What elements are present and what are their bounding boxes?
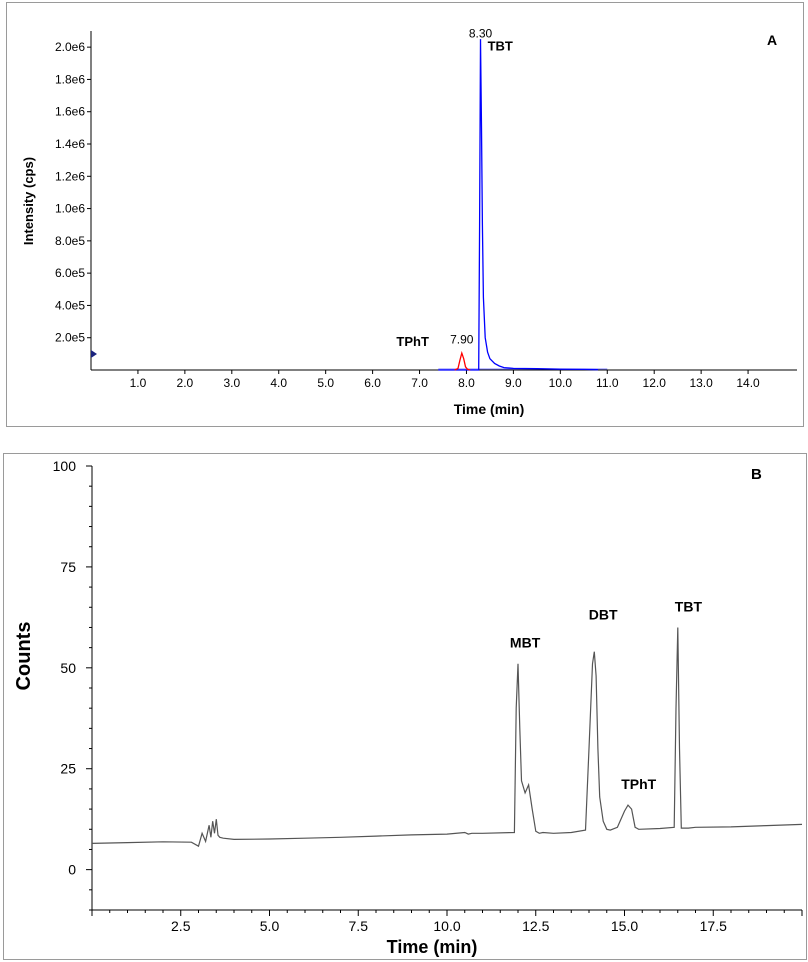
y-tick-label-a: 6.0e5 (55, 266, 85, 280)
y-tick-label-a: 1.4e6 (55, 137, 85, 151)
x-tick-label-a: 10.0 (549, 376, 573, 390)
x-tick-label-b: 12.5 (522, 918, 549, 934)
y-tick-label-a: 4.0e5 (55, 298, 85, 312)
peak-label-a: TBT (488, 38, 513, 53)
chart-b-svg: 2.5 5.0 7.5 10.0 12.5 15.0 17.5 0 25 50 75 100 MBT D… (13, 458, 803, 957)
peak-label-b: TPhT (621, 776, 656, 792)
series-line-a-1 (454, 350, 471, 371)
y-axis-title-a: Intensity (cps) (21, 157, 36, 245)
y-tick-label-b: 50 (60, 660, 76, 676)
x-tick-label-b: 7.5 (349, 918, 369, 934)
x-axis-title-b: Time (min) (387, 937, 478, 957)
x-tick-label-a: 14.0 (736, 376, 760, 390)
x-tick-label-b: 17.5 (700, 918, 727, 934)
x-tick-label-b: 5.0 (260, 918, 280, 934)
y-tick-label-a: 1.8e6 (55, 72, 85, 86)
x-tick-label-a: 6.0 (364, 376, 381, 390)
series-line-b-0 (91, 627, 803, 848)
y-tick-label-a: 8.0e5 (55, 234, 85, 248)
y-tick-label-b: 0 (68, 862, 76, 878)
y-tick-label-a: 2.0e6 (55, 40, 85, 54)
ticks-a: 1.0 2.0 3.0 4.0 5.0 6.0 7.0 8.0 9.0 10.0 11.0 12.0 1… (55, 40, 760, 390)
peak-label-b: TBT (675, 598, 703, 614)
peak-label-a: 7.90 (450, 332, 474, 346)
chart-panel-a: 1.0 2.0 3.0 4.0 5.0 6.0 7.0 8.0 9.0 10.0 11.0 12.0 1… (6, 2, 804, 427)
y-tick-label-a: 1.2e6 (55, 169, 85, 183)
x-tick-label-b: 2.5 (171, 918, 191, 934)
annotations-b: MBT DBT TBT TPhT (510, 598, 703, 792)
plot-area-b (91, 627, 803, 848)
panel-label-b: B (751, 466, 762, 483)
chart-panel-b: 2.5 5.0 7.5 10.0 12.5 15.0 17.5 0 25 50 75 100 MBT D… (3, 453, 807, 960)
x-tick-label-b: 15.0 (611, 918, 638, 934)
plot-area-a (438, 39, 608, 371)
x-tick-label-a: 5.0 (317, 376, 334, 390)
peak-label-a: TPhT (396, 334, 429, 349)
chart-a-svg: 1.0 2.0 3.0 4.0 5.0 6.0 7.0 8.0 9.0 10.0 11.0 12.0 1… (21, 26, 797, 417)
x-tick-label-b: 10.0 (433, 918, 460, 934)
y-tick-label-a: 2.0e5 (55, 331, 85, 345)
x-tick-label-a: 4.0 (270, 376, 287, 390)
y-tick-label-b: 25 (60, 761, 76, 777)
x-tick-label-a: 9.0 (505, 376, 522, 390)
peak-label-b: DBT (589, 606, 618, 622)
x-axis-title-a: Time (min) (454, 401, 525, 417)
ticks-b: 2.5 5.0 7.5 10.0 12.5 15.0 17.5 0 25 50 75 100 (53, 458, 803, 934)
y-tick-label-b: 100 (53, 458, 77, 474)
y-tick-label-a: 1.0e6 (55, 202, 85, 216)
x-tick-label-a: 2.0 (177, 376, 194, 390)
series-line-a-0 (438, 39, 598, 371)
x-tick-label-a: 13.0 (689, 376, 713, 390)
x-tick-label-a: 11.0 (596, 376, 619, 390)
peak-label-a: 8.30 (469, 26, 493, 40)
peak-label-b: MBT (510, 635, 541, 651)
y-axis-title-b: Counts (13, 622, 35, 691)
x-tick-label-a: 12.0 (643, 376, 667, 390)
y-tick-label-a: 1.6e6 (55, 105, 85, 119)
x-tick-label-a: 3.0 (223, 376, 240, 390)
x-tick-label-a: 8.0 (458, 376, 475, 390)
baseline-marker-icon (91, 350, 97, 358)
x-tick-label-a: 1.0 (130, 376, 147, 390)
panel-label-a: A (767, 32, 777, 48)
x-tick-label-a: 7.0 (411, 376, 428, 390)
y-tick-label-b: 75 (60, 559, 76, 575)
